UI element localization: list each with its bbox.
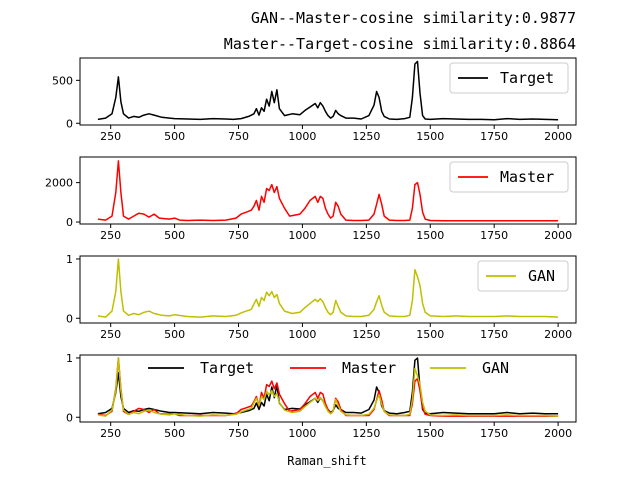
x-tick-label: 1750 <box>480 130 508 143</box>
x-tick-label: 500 <box>164 328 185 341</box>
legend-label-gan: GAN <box>528 267 555 285</box>
legend-box <box>449 161 569 193</box>
x-tick-label: 2000 <box>544 427 572 440</box>
panel-target: 250 500 750 1000 1250 1500 1750 2000 0 500 Target <box>52 57 577 143</box>
x-tick-label: 2000 <box>544 130 572 143</box>
axes-frame-gan <box>79 255 577 324</box>
x-tick-label: 1250 <box>352 328 380 341</box>
series-line-gan-gan <box>97 258 559 318</box>
x-tick-label: 2000 <box>544 328 572 341</box>
x-tick-label: 1250 <box>352 427 380 440</box>
y-tick-label: 500 <box>52 74 73 87</box>
chart-title-line-2: Master--Target-cosine similarity:0.8864 <box>224 35 576 53</box>
panel-gan: 250 500 750 1000 1250 1500 1750 2000 0 1 GAN <box>66 253 577 341</box>
x-tick-label: 1000 <box>288 427 316 440</box>
chart-title-line-1: GAN--Master-cosine similarity:0.9877 <box>251 9 576 27</box>
x-axis-label: Raman_shift <box>287 454 366 468</box>
x-tick-label: 1500 <box>416 229 444 242</box>
x-tick-label: 1000 <box>288 130 316 143</box>
x-tick-label: 1750 <box>480 328 508 341</box>
x-tick-label: 1250 <box>352 229 380 242</box>
y-tick-label: 0 <box>66 312 73 325</box>
y-tick-label: 1 <box>66 352 73 365</box>
legend-label-gan: GAN <box>482 359 509 377</box>
x-tick-label: 500 <box>164 427 185 440</box>
x-tick-label: 1000 <box>288 229 316 242</box>
x-tick-label: 1500 <box>416 130 444 143</box>
y-tick-label: 0 <box>66 216 73 229</box>
x-tick-label: 1500 <box>416 427 444 440</box>
x-tick-label: 1750 <box>480 229 508 242</box>
x-tick-label: 750 <box>228 229 249 242</box>
legend-label-master: Master <box>342 359 396 377</box>
panel-master: 250 500 750 1000 1250 1500 1750 2000 0 2000 Master <box>45 156 577 242</box>
legend-target: Target <box>449 62 569 94</box>
legend-box <box>449 62 569 94</box>
x-tick-label: 1250 <box>352 130 380 143</box>
y-tick-label: 2000 <box>45 177 73 190</box>
x-tick-label: 1750 <box>480 427 508 440</box>
axes-frame-master <box>79 156 577 225</box>
legend-box <box>477 260 569 292</box>
axes-frame-target <box>79 57 577 126</box>
y-tick-label: 1 <box>66 253 73 266</box>
x-tick-label: 250 <box>100 328 121 341</box>
legend-label-target: Target <box>500 69 554 87</box>
x-tick-label: 250 <box>100 427 121 440</box>
series-line-master-master <box>97 160 559 222</box>
x-tick-label: 1500 <box>416 328 444 341</box>
panel-overlay: 250 500 750 1000 1250 1500 1750 2000 0 1 Target Mas… <box>66 352 577 440</box>
x-tick-label: 250 <box>100 130 121 143</box>
series-line-target-target <box>97 60 559 121</box>
series-line-gan-overlay <box>97 357 559 417</box>
legend-gan: GAN <box>477 260 569 292</box>
legend-label-target: Target <box>200 359 254 377</box>
axes-frame-overlay <box>79 354 577 423</box>
x-tick-label: 500 <box>164 130 185 143</box>
x-tick-label: 2000 <box>544 229 572 242</box>
x-tick-label: 750 <box>228 427 249 440</box>
legend-master: Master <box>449 161 569 193</box>
x-tick-label: 1000 <box>288 328 316 341</box>
legend-overlay: Target Master GAN <box>148 359 509 377</box>
y-tick-label: 0 <box>66 411 73 424</box>
legend-label-master: Master <box>500 168 554 186</box>
x-tick-label: 750 <box>228 130 249 143</box>
y-tick-label: 0 <box>66 117 73 130</box>
x-tick-label: 750 <box>228 328 249 341</box>
x-tick-label: 250 <box>100 229 121 242</box>
x-tick-label: 500 <box>164 229 185 242</box>
